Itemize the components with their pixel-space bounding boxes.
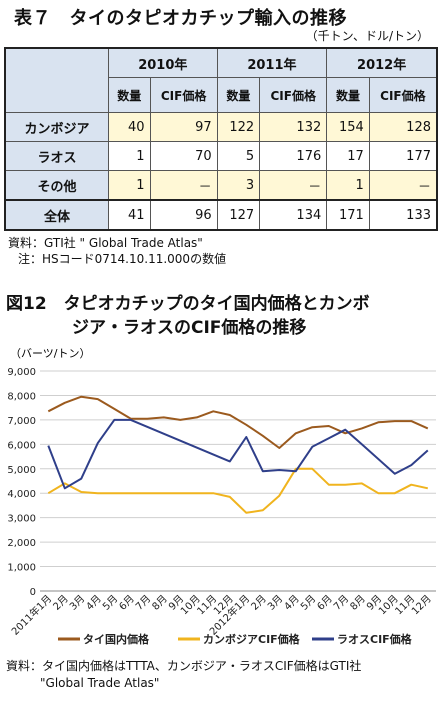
x-tick-label: 3月	[67, 593, 87, 613]
x-tick-label: 3月	[265, 593, 285, 613]
chart-legend: タイ国内価格 カンボジアCIF価格 ラオスCIF価格	[58, 632, 413, 646]
series-line	[47, 418, 429, 490]
figure-source-line2: "Global Trade Atlas"	[40, 676, 160, 690]
table-unit: （千トン、ドル/トン）	[305, 29, 429, 43]
table-cell: 133	[368, 199, 438, 231]
table-cell: 132	[259, 112, 328, 142]
table-corner	[4, 47, 109, 113]
x-tick-label: 2月	[51, 593, 71, 613]
table-cell: 3	[216, 170, 261, 201]
x-tick-label: 6月	[117, 593, 137, 613]
table-cell: 177	[368, 141, 438, 171]
table-cell: 171	[326, 199, 370, 231]
x-tick-label: 7月	[133, 593, 153, 613]
subheader-quantity: 数量	[108, 77, 151, 113]
table-cell: 97	[149, 112, 218, 142]
row-label: 全体	[4, 199, 109, 231]
y-tick-label: 5,000	[7, 465, 36, 476]
y-axis-ticks: 0 1,000 2,000 3,000 4,000 5,000 6,000 7,000 8,00…	[7, 367, 36, 598]
price-line-chart: （バーツ/トン） 0 1,000 2,000 3,000 4,000 5,000 6,000…	[7, 347, 436, 646]
table-cell: 70	[149, 141, 218, 171]
table-cell: －	[368, 170, 438, 201]
figure-title-line1: 図12 タピオカチップのタイ国内価格とカンボ	[6, 294, 370, 314]
figure-title-line2: ジア・ラオスのCIF価格の推移	[72, 318, 307, 338]
x-tick-label: 2011年1月	[9, 592, 55, 638]
y-tick-label: 7,000	[7, 416, 36, 427]
x-tick-label: 6月	[315, 593, 335, 613]
x-axis-ticks: 2011年1月2月3月4月5月6月7月8月9月10月11月12月2012年1月2…	[9, 592, 434, 638]
table-cell: 1	[108, 141, 151, 171]
y-tick-label: 2,000	[7, 538, 36, 549]
legend-label: ラオスCIF価格	[337, 632, 413, 646]
table-cell: 128	[368, 112, 438, 142]
table-note: 注：HSコード0714.10.11.000の数値	[18, 252, 227, 266]
table-cell: 5	[216, 141, 261, 171]
series-lines	[47, 395, 429, 514]
table-cell: 96	[149, 199, 218, 231]
year-header-2012: 2012年	[326, 47, 438, 78]
table-cell: －	[149, 170, 218, 201]
table-cell: 1	[108, 170, 151, 201]
row-label: その他	[4, 170, 109, 201]
x-tick-label: 8月	[150, 593, 170, 613]
year-header-2011: 2011年	[216, 47, 328, 78]
x-tick-label: 5月	[298, 593, 318, 613]
y-tick-label: 4,000	[7, 489, 36, 500]
table-cell: 127	[216, 199, 261, 231]
y-tick-label: 9,000	[7, 367, 36, 378]
subheader-cif-price: CIF価格	[259, 77, 328, 113]
subheader-quantity: 数量	[216, 77, 261, 113]
y-tick-label: 0	[30, 587, 36, 598]
x-tick-label: 4月	[282, 593, 302, 613]
y-axis-label: （バーツ/トン）	[10, 347, 91, 360]
subheader-quantity: 数量	[326, 77, 370, 113]
table-cell: 154	[326, 112, 370, 142]
table-cell: 1	[326, 170, 370, 201]
y-tick-label: 1,000	[7, 563, 36, 574]
x-tick-label: 8月	[348, 593, 368, 613]
legend-label: カンボジアCIF価格	[203, 632, 301, 646]
table-title: 表７ タイのタピオカチップ輸入の推移	[14, 8, 347, 29]
series-line	[47, 395, 429, 449]
subheader-cif-price: CIF価格	[149, 77, 218, 113]
table-row-total: 全体 41 96 127 134 171 133	[4, 199, 438, 231]
x-tick-label: 2月	[249, 593, 269, 613]
y-tick-label: 3,000	[7, 514, 36, 525]
table-cell: 17	[326, 141, 370, 171]
table-row: その他 1 － 3 － 1 －	[4, 170, 438, 201]
table-cell: 176	[259, 141, 328, 171]
table-row: ラオス 1 70 5 176 17 177	[4, 141, 438, 171]
table-cell: 134	[259, 199, 328, 231]
subheader-cif-price: CIF価格	[368, 77, 438, 113]
row-label: カンボジア	[4, 112, 109, 142]
tapioca-import-table: 2010年 2011年 2012年 数量 CIF価格 数量 CIF価格 数量 C…	[4, 47, 438, 231]
figure-source-line1: 資料：タイ国内価格はTTTA、カンボジア・ラオスCIF価格はGTI社	[6, 659, 362, 673]
table-cell: －	[259, 170, 328, 201]
series-line	[47, 467, 429, 514]
table-row: カンボジア 40 97 122 132 154 128	[4, 112, 438, 142]
table-cell: 122	[216, 112, 261, 142]
x-tick-label: 5月	[100, 593, 120, 613]
x-tick-label: 7月	[331, 593, 351, 613]
table-cell: 41	[108, 199, 151, 231]
year-header-2010: 2010年	[108, 47, 218, 78]
table-cell: 40	[108, 112, 151, 142]
y-tick-label: 6,000	[7, 440, 36, 451]
row-label: ラオス	[4, 141, 109, 171]
legend-label: タイ国内価格	[83, 632, 150, 646]
y-tick-label: 8,000	[7, 391, 36, 402]
gridlines	[40, 370, 436, 592]
table-source: 資料：GTI社 " Global Trade Atlas"	[8, 236, 203, 250]
x-tick-label: 4月	[84, 593, 104, 613]
